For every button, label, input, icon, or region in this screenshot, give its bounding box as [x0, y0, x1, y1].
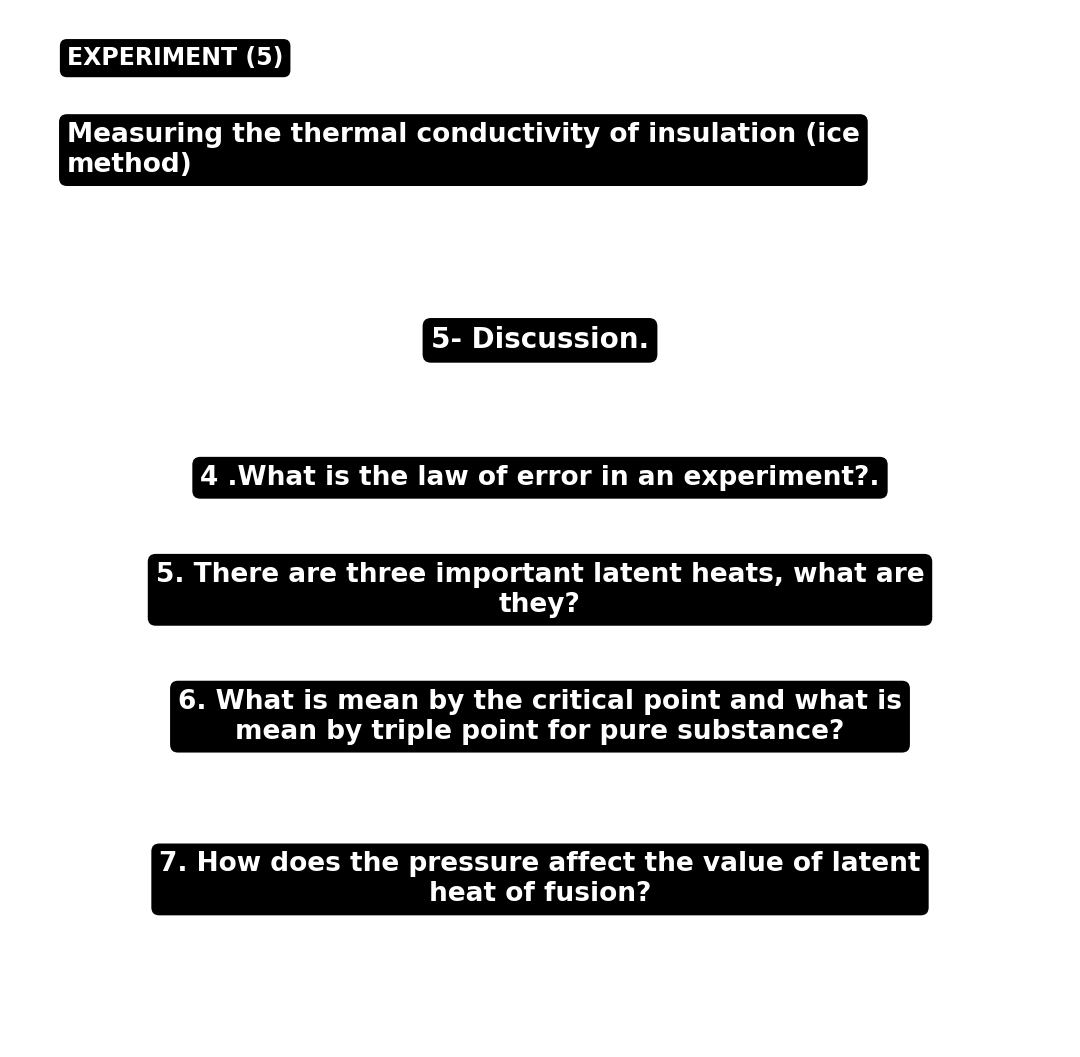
Text: 7. How does the pressure affect the value of latent
heat of fusion?: 7. How does the pressure affect the valu…	[159, 852, 921, 907]
Text: 5. There are three important latent heats, what are
they?: 5. There are three important latent heat…	[156, 562, 924, 617]
Text: 4 .What is the law of error in an experiment?.: 4 .What is the law of error in an experi…	[200, 465, 880, 490]
Text: 5- Discussion.: 5- Discussion.	[431, 327, 649, 354]
Text: EXPERIMENT (5): EXPERIMENT (5)	[67, 47, 283, 70]
Text: Measuring the thermal conductivity of insulation (ice
method): Measuring the thermal conductivity of in…	[67, 123, 860, 178]
Text: 6. What is mean by the critical point and what is
mean by triple point for pure : 6. What is mean by the critical point an…	[178, 689, 902, 744]
